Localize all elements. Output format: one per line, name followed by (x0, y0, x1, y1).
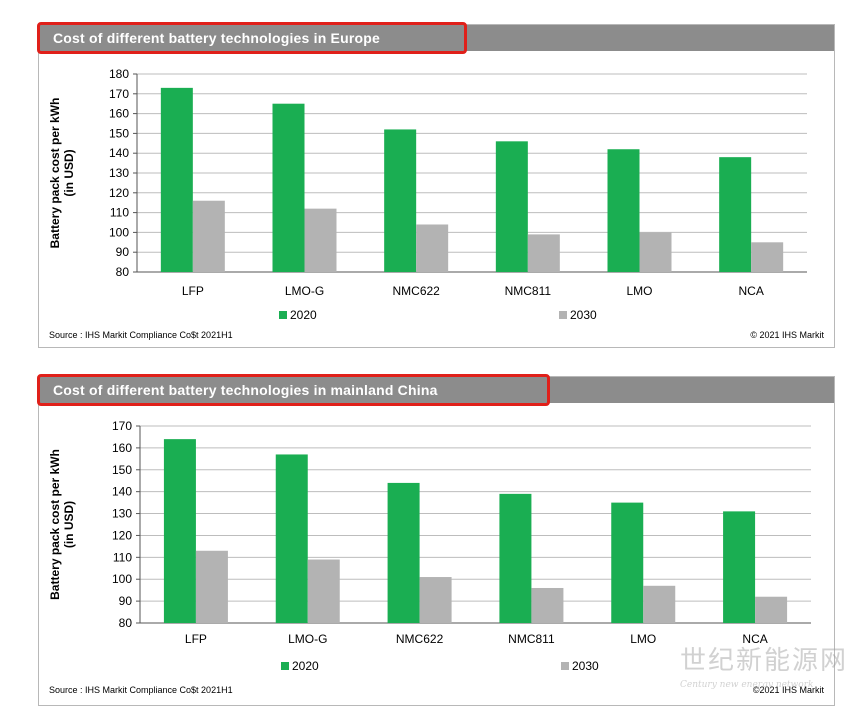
bar-2030-nmc811 (531, 587, 564, 623)
legend-label-2030: 2030 (570, 308, 597, 322)
chart-title-bar: Cost of different battery technologies i… (39, 25, 834, 51)
chart-title: Cost of different battery technologies i… (53, 382, 438, 398)
y-tick-label: 90 (116, 245, 130, 259)
title-highlight-box (37, 374, 550, 406)
bar-2020-lmo (611, 502, 644, 623)
x-category-label: NMC811 (505, 284, 552, 298)
y-tick-label: 120 (109, 186, 129, 200)
watermark: 世纪新能源网 Century new energy network (680, 640, 860, 710)
y-tick-label: 110 (113, 550, 132, 564)
bar-2020-lmo (607, 149, 640, 272)
y-tick-label: 150 (112, 463, 132, 477)
bar-2020-nca (719, 157, 752, 272)
x-category-label: NCA (742, 632, 767, 646)
legend-label-2020: 2020 (290, 308, 317, 322)
y-tick-label: 100 (112, 572, 132, 586)
y-tick-label: 150 (109, 126, 129, 140)
chart-panel-europe: Cost of different battery technologies i… (37, 22, 835, 348)
x-category-label: LMO (630, 632, 656, 646)
bar-2020-lfp (163, 439, 196, 623)
legend-swatch-2020 (279, 311, 287, 319)
bar-2020-nmc622 (387, 482, 420, 623)
bar-2030-lfp (195, 550, 228, 623)
bar-2020-nmc622 (384, 129, 417, 272)
y-tick-label: 80 (116, 265, 130, 279)
x-category-label: NMC811 (508, 632, 555, 646)
legend-swatch-2030 (561, 662, 569, 670)
bar-2030-lmo-g (307, 559, 340, 623)
title-highlight-box (37, 22, 467, 54)
bar-2020-nca (723, 511, 756, 623)
legend-swatch-2030 (559, 311, 567, 319)
bar-2020-nmc811 (495, 141, 528, 272)
y-axis-label: Battery pack cost per kWh (48, 449, 62, 600)
x-category-label: NMC622 (392, 284, 440, 298)
bar-2030-nmc622 (419, 577, 452, 623)
chart-title: Cost of different battery technologies i… (53, 30, 380, 46)
bar-2020-lmo-g (275, 454, 308, 623)
source-note: Source : IHS Markit Compliance Co$t 2021… (49, 330, 233, 340)
x-category-label: LFP (185, 632, 207, 646)
chart-panel-china: Cost of different battery technologies i… (37, 374, 835, 706)
y-tick-label: 140 (112, 485, 132, 499)
y-tick-label: 80 (119, 616, 133, 630)
y-tick-label: 170 (112, 419, 132, 433)
bar-2030-nca (751, 242, 784, 272)
x-category-label: NCA (738, 284, 763, 298)
copyright-note: ©2021 IHS Markit (753, 685, 825, 695)
x-category-label: LMO-G (288, 632, 327, 646)
y-tick-label: 110 (110, 206, 129, 220)
bar-2030-lmo-g (304, 208, 337, 272)
bar-2030-nmc811 (527, 234, 560, 272)
bar-2020-nmc811 (499, 493, 532, 623)
x-category-label: LMO-G (285, 284, 324, 298)
legend-swatch-2020 (281, 662, 289, 670)
bar-chart-china: 80 90 100 110 120 130 140 150 160 170 Battery pack… (48, 419, 825, 695)
bar-2030-lmo (643, 585, 676, 623)
y-axis-label: Battery pack cost per kWh (48, 98, 62, 249)
watermark-cn: 世纪新能源网 (680, 646, 849, 676)
bar-2030-nmc622 (416, 224, 449, 272)
y-tick-label: 160 (112, 441, 132, 455)
y-axis-label: (in USD) (62, 501, 76, 548)
bar-2030-lfp (192, 200, 225, 272)
bar-2020-lmo-g (272, 103, 305, 272)
bar-2030-lmo (639, 232, 672, 272)
y-tick-label: 130 (109, 166, 129, 180)
y-tick-label: 140 (109, 146, 129, 160)
source-note: Source : IHS Markit Compliance Co$t 2021… (49, 685, 233, 695)
bar-2020-lfp (160, 87, 193, 272)
legend-label-2020: 2020 (292, 659, 319, 673)
y-tick-label: 180 (109, 67, 129, 81)
y-axis-label: (in USD) (62, 149, 76, 196)
y-tick-label: 120 (112, 528, 132, 542)
y-tick-label: 100 (109, 225, 129, 239)
watermark-en: Century new energy network (680, 680, 814, 690)
x-category-label: NMC622 (396, 632, 444, 646)
y-tick-label: 130 (112, 507, 132, 521)
x-category-label: LFP (182, 284, 204, 298)
y-tick-label: 170 (109, 87, 129, 101)
y-tick-label: 160 (109, 107, 129, 121)
bar-chart-europe: 80 90 100 110 120 130 140 150 160 170 180 Battery p… (48, 67, 824, 340)
copyright-note: © 2021 IHS Markit (750, 330, 824, 340)
legend-label-2030: 2030 (572, 659, 599, 673)
bar-2030-nca (755, 596, 788, 623)
chart-title-bar: Cost of different battery technologies i… (39, 377, 834, 403)
x-category-label: LMO (626, 284, 652, 298)
y-tick-label: 90 (119, 594, 133, 608)
